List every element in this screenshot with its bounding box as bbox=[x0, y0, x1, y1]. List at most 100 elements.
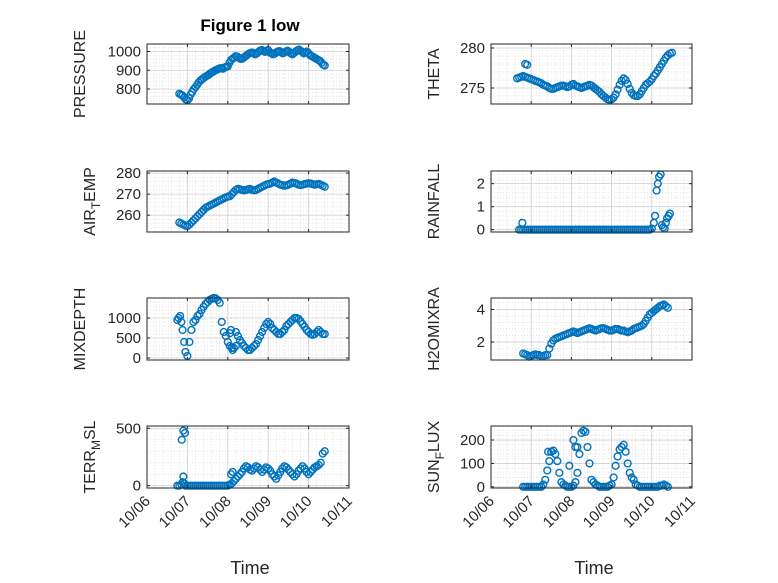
data-point bbox=[663, 482, 672, 491]
data-point bbox=[621, 447, 630, 456]
subplot-2: 275 280 THETA bbox=[426, 40, 693, 105]
data-point bbox=[665, 209, 674, 218]
y-axis-label: RAINFALL bbox=[426, 164, 443, 240]
data-point bbox=[621, 75, 630, 85]
data-point bbox=[185, 337, 194, 347]
y-tick-label: 800 bbox=[116, 81, 141, 98]
data-point bbox=[569, 79, 578, 89]
data-point bbox=[547, 447, 556, 456]
data-point bbox=[613, 452, 622, 461]
data-point bbox=[543, 447, 553, 456]
data-point bbox=[217, 317, 226, 327]
axes-box bbox=[146, 43, 350, 105]
y-axis-label: TERRMSL bbox=[82, 420, 103, 493]
data-point bbox=[262, 319, 271, 329]
y-tick-label: 900 bbox=[116, 62, 141, 79]
figure-title: Figure 1 low bbox=[200, 16, 300, 35]
data-point bbox=[623, 79, 632, 89]
axes-box bbox=[146, 170, 350, 233]
data-point bbox=[189, 216, 198, 225]
data-point bbox=[645, 77, 654, 86]
data-point bbox=[284, 465, 293, 474]
plot-area bbox=[147, 426, 349, 488]
data-point bbox=[667, 48, 677, 57]
data-point bbox=[316, 458, 325, 467]
data-point bbox=[180, 337, 189, 347]
y-axis-label-part: TERR bbox=[82, 450, 99, 494]
data-point bbox=[545, 344, 554, 353]
data-point bbox=[184, 94, 194, 103]
data-point bbox=[195, 210, 204, 219]
y-tick-label: 280 bbox=[116, 165, 141, 182]
y-axis-label-subscript: F bbox=[433, 452, 447, 459]
data-point bbox=[229, 477, 238, 486]
y-axis-label-part: EMP bbox=[82, 167, 99, 202]
data-point bbox=[551, 449, 560, 459]
data-point bbox=[318, 449, 327, 458]
data-point bbox=[280, 325, 289, 335]
data-point bbox=[193, 311, 202, 321]
y-tick-label: 1000 bbox=[108, 44, 141, 61]
data-point bbox=[178, 325, 187, 335]
y-axis-label-part: SUN bbox=[426, 459, 443, 493]
data-point bbox=[270, 472, 279, 481]
data-point bbox=[185, 220, 194, 229]
data-point bbox=[615, 80, 624, 89]
data-point bbox=[583, 442, 592, 452]
data-point bbox=[264, 317, 273, 327]
data-point bbox=[569, 435, 578, 445]
data-point bbox=[187, 218, 196, 227]
data-point bbox=[523, 60, 532, 69]
data-point bbox=[288, 470, 297, 479]
data-point bbox=[625, 468, 634, 477]
data-point bbox=[549, 336, 558, 345]
y-tick-label: 270 bbox=[116, 186, 141, 203]
y-tick-label: 1000 bbox=[108, 310, 141, 327]
data-point bbox=[537, 482, 546, 491]
data-point bbox=[587, 475, 596, 484]
axes-box bbox=[146, 297, 350, 361]
data-point bbox=[320, 329, 329, 339]
data-point bbox=[195, 309, 204, 319]
data-point bbox=[241, 343, 251, 353]
data-point bbox=[553, 456, 562, 466]
data-point bbox=[320, 447, 329, 456]
data-point bbox=[581, 427, 590, 436]
subplot-6: 2 4 H2OMIXRA bbox=[426, 287, 693, 371]
data-point bbox=[180, 428, 190, 437]
data-point bbox=[661, 218, 670, 227]
data-point bbox=[251, 339, 261, 349]
data-point bbox=[227, 190, 236, 199]
data-point bbox=[518, 218, 527, 227]
data-point bbox=[306, 467, 315, 477]
data-point bbox=[537, 79, 546, 88]
data-point bbox=[227, 479, 236, 488]
data-point bbox=[235, 470, 245, 479]
data-point bbox=[264, 464, 273, 473]
data-point bbox=[228, 467, 237, 477]
data-point bbox=[272, 327, 281, 337]
data-point bbox=[225, 192, 234, 201]
data-point bbox=[623, 459, 632, 468]
data-point bbox=[320, 61, 329, 70]
y-tick-label: 0 bbox=[477, 222, 485, 239]
subplot-4: 0 1 2 RAINFALL bbox=[426, 164, 693, 240]
data-point bbox=[543, 466, 552, 475]
y-tick-label: 4 bbox=[477, 301, 485, 318]
data-point bbox=[617, 76, 626, 85]
data-point bbox=[231, 341, 240, 351]
axes-box bbox=[146, 425, 350, 489]
y-tick-label: 100 bbox=[460, 455, 485, 472]
y-axis-label-part: LUX bbox=[426, 421, 443, 452]
data-point bbox=[637, 321, 646, 330]
data-point bbox=[249, 341, 259, 351]
data-point bbox=[282, 463, 291, 472]
y-axis-label: PRESSURE bbox=[72, 30, 89, 118]
data-point bbox=[573, 468, 582, 477]
y-axis-label-part: H2OMIXRA bbox=[426, 287, 443, 371]
subplot-3: 260 270 280 AIRTEMP bbox=[82, 165, 350, 236]
data-point bbox=[650, 211, 660, 220]
y-axis-label: MIXDEPTH bbox=[72, 288, 89, 371]
y-axis-label: AIRTEMP bbox=[82, 167, 103, 236]
